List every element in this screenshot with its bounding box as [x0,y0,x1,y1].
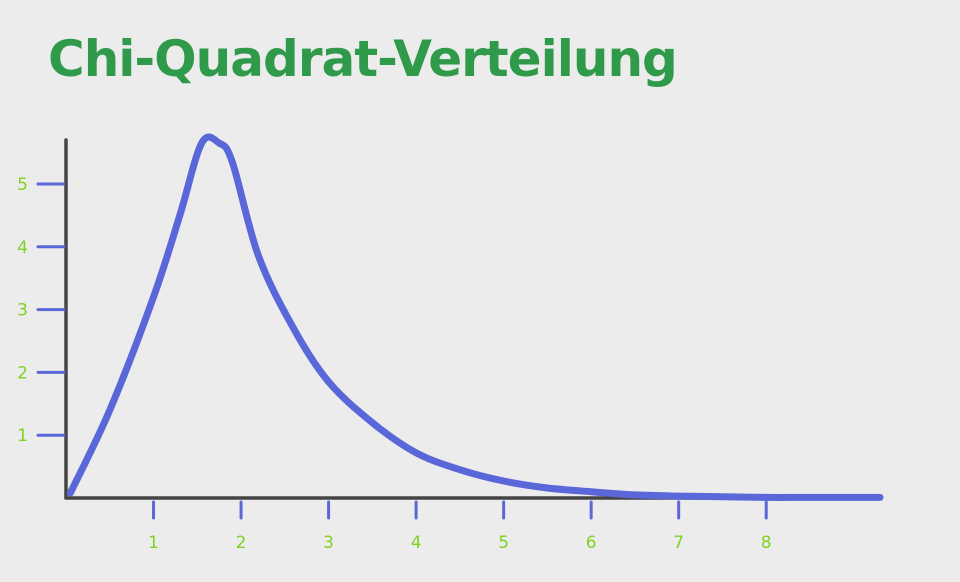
y-tick-label: 3 [17,301,28,321]
series [66,133,884,501]
x-tick-label: 7 [673,533,684,553]
y-tick-label: 2 [17,363,28,383]
density-curve [66,133,884,501]
y-tick-label: 5 [17,175,28,195]
chart-title: Chi-Quadrat-Verteilung [48,30,678,88]
x-tick-label: 3 [323,533,334,553]
x-tick-label: 2 [236,533,247,553]
ticks: 1 2 3 4 5 6 7 8 1 2 3 4 5 [17,175,771,553]
y-tick-label: 4 [17,238,28,258]
x-tick-label: 5 [498,533,509,553]
x-tick-label: 4 [411,533,422,553]
x-tick-label: 1 [148,533,159,553]
x-tick-label: 8 [761,533,772,553]
x-tick-label: 6 [586,533,597,553]
y-tick-label: 1 [17,426,28,446]
